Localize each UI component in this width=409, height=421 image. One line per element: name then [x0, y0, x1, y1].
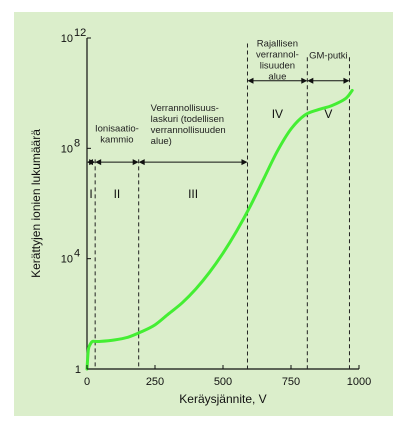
region-arrow-head-right — [241, 159, 248, 166]
region-label-line: alue) — [151, 136, 172, 147]
region-layer: I IIIonisaatio-kammioIIIVerrannollisuus-l… — [87, 38, 350, 369]
region-arrow-head-right — [301, 77, 308, 84]
region-arrow-head-right — [343, 77, 350, 84]
y-tick-label: 10 — [61, 33, 73, 45]
y-tick-exponent: 8 — [74, 137, 80, 149]
region-label-line: kammio — [100, 134, 133, 145]
y-tick-exponent: 4 — [74, 248, 80, 260]
y-tick-exponent: 12 — [74, 27, 86, 39]
region-label-line: verrannollisuuden — [151, 125, 226, 136]
series-line — [85, 88, 354, 371]
region-arrow-head-left — [247, 77, 254, 84]
region-label-line: Rajallisen — [257, 38, 298, 49]
chart-panel: I II Ionisaatio-kammio III Verrannollisuus-l… — [14, 12, 393, 416]
region-arrow-head-right — [132, 159, 139, 166]
y-tick-label: 10 — [61, 143, 73, 155]
region-label-line: Verrannollisuus- — [151, 103, 219, 114]
region-label-line: verrannol- — [256, 49, 299, 60]
region-numeral: IV — [272, 107, 283, 121]
y-tick-label: 1 — [75, 364, 81, 376]
region-arrow-head-left — [95, 159, 102, 166]
region-arrow-head-left — [138, 159, 145, 166]
axes — [86, 38, 359, 370]
region-arrow-head-left — [307, 77, 314, 84]
region-numeral: V — [324, 107, 332, 121]
x-axis-title: Keräysjännite, V — [179, 392, 266, 406]
y-tick-label: 10 — [61, 254, 73, 266]
chart-svg: I IIIonisaatio-kammioIIIVerrannollisuus-l… — [29, 27, 371, 406]
x-tick-label: 500 — [214, 376, 232, 388]
region-label-line: lisuuden — [260, 60, 295, 71]
region-label-line: alue — [268, 71, 286, 82]
region-numeral: III — [188, 187, 198, 201]
region-label-line: GM-putki — [309, 51, 348, 62]
x-tick-label: 0 — [84, 376, 90, 388]
region-numeral: II — [114, 187, 121, 201]
y-axis-title: Kerättyjen ionien lukumäärä — [29, 129, 43, 278]
region-arrow-head-right — [89, 159, 96, 166]
x-tick-label: 250 — [146, 376, 164, 388]
x-tick-label: 750 — [282, 376, 300, 388]
x-tick-label: 1000 — [347, 376, 371, 388]
series-layer — [85, 88, 354, 371]
region-numeral: I — [89, 187, 92, 201]
region-label-line: laskuri (todellisen — [151, 114, 224, 125]
region-label-line: Ionisaatio- — [95, 123, 139, 134]
